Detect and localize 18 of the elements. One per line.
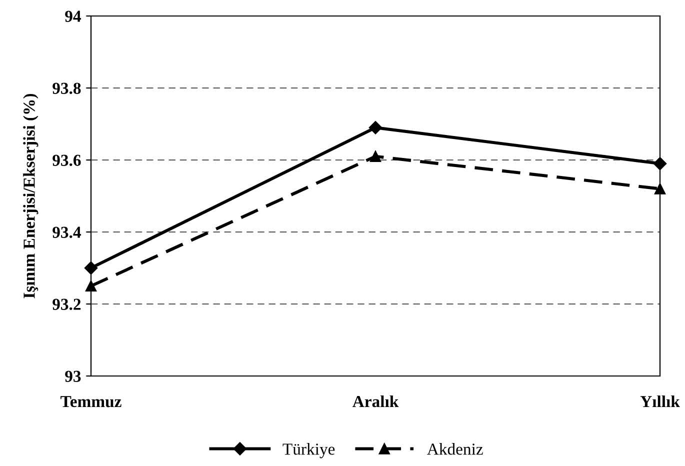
y-axis-title: Işınım Enerjisi/Ekserjisi (%): [23, 94, 38, 298]
x-tick-label: Yıllık: [640, 395, 680, 408]
y-tick-label: 93.4: [52, 226, 81, 238]
point: [370, 150, 382, 162]
x-tick-label: Aralık: [352, 395, 399, 408]
y-tick-label: 93: [65, 370, 81, 382]
point: [85, 280, 97, 292]
y-tick-label: 94: [65, 10, 81, 22]
point: [654, 183, 666, 194]
y-tick-label: 93.8: [52, 82, 81, 94]
y-tick-label: 93.6: [52, 154, 81, 166]
x-tick-label: Temmuz: [60, 396, 122, 408]
legend-label: Türkiye: [282, 443, 335, 458]
point: [653, 157, 667, 170]
point: [368, 121, 382, 134]
point: [84, 261, 98, 275]
y-tick-label: 93.2: [52, 298, 81, 310]
legend-label: Akdeniz: [427, 443, 483, 455]
